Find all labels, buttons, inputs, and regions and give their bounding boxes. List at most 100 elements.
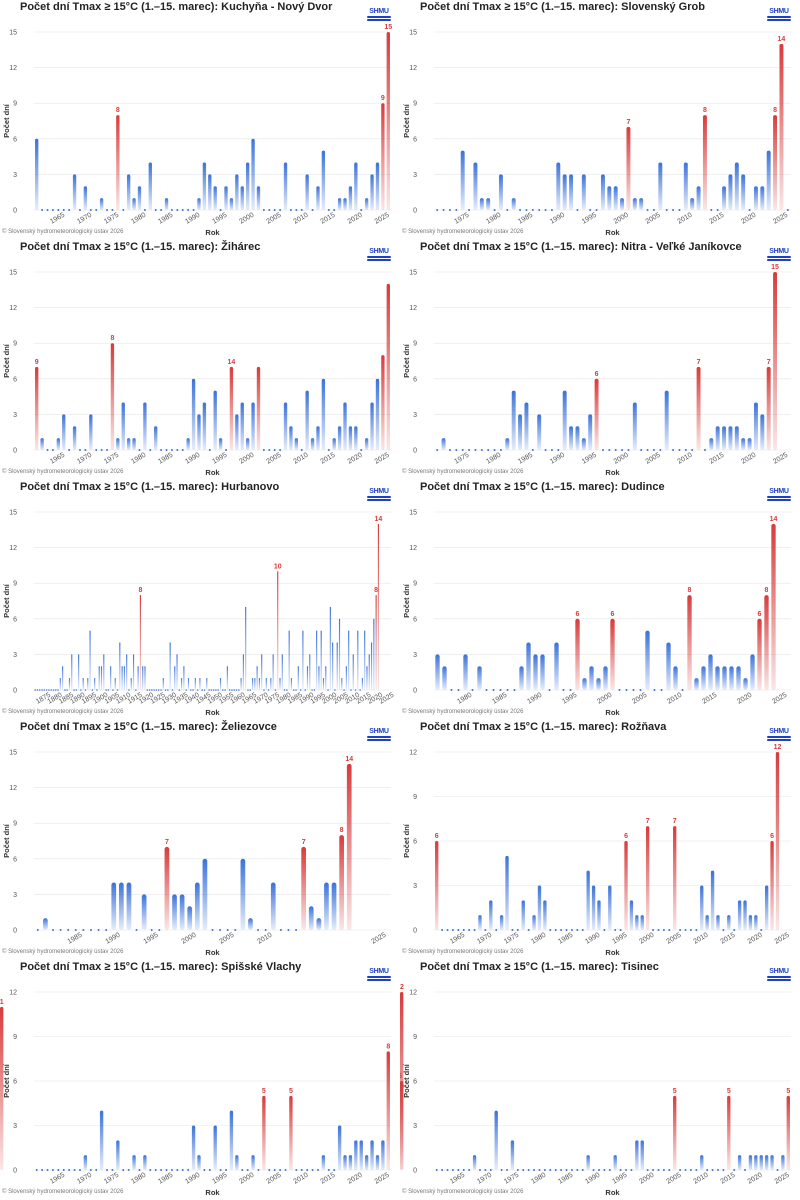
y-tick-label: 3 bbox=[13, 892, 17, 899]
zero-marker bbox=[228, 689, 231, 691]
zero-marker bbox=[150, 929, 153, 931]
zero-marker bbox=[619, 929, 622, 931]
bar bbox=[375, 1155, 380, 1170]
zero-marker bbox=[176, 449, 179, 451]
zero-marker bbox=[451, 929, 454, 931]
zero-marker bbox=[50, 689, 52, 691]
data-label: 7 bbox=[646, 818, 650, 825]
bar bbox=[258, 678, 260, 690]
bar bbox=[722, 666, 727, 690]
y-axis-label: Počet dní bbox=[402, 1063, 411, 1098]
zero-marker bbox=[67, 929, 70, 931]
zero-marker bbox=[208, 689, 210, 691]
bar bbox=[191, 1125, 196, 1170]
x-tick-label: 1975 bbox=[453, 452, 470, 466]
bar bbox=[743, 678, 748, 690]
y-tick-label: 6 bbox=[413, 616, 417, 623]
zero-marker bbox=[73, 1169, 76, 1171]
zero-marker bbox=[231, 689, 233, 691]
data-label: 7 bbox=[302, 839, 306, 846]
zero-marker bbox=[68, 1169, 71, 1171]
x-tick-label: 2005 bbox=[645, 452, 662, 466]
bar bbox=[554, 642, 559, 690]
chart-credit: © Slovenský hydrometeorologický ústav 20… bbox=[402, 229, 524, 235]
bar bbox=[56, 438, 61, 450]
zero-marker bbox=[313, 689, 316, 691]
logo-wave bbox=[367, 499, 391, 501]
bar bbox=[728, 174, 733, 210]
zero-marker bbox=[295, 689, 297, 691]
zero-marker bbox=[527, 1169, 530, 1171]
zero-marker bbox=[550, 209, 553, 211]
bar bbox=[143, 1155, 147, 1170]
x-axis-label: Rok bbox=[605, 468, 620, 477]
bar bbox=[121, 666, 123, 690]
bar bbox=[359, 1140, 363, 1170]
zero-marker bbox=[78, 449, 81, 451]
x-tick-label: 1985 bbox=[157, 1172, 174, 1186]
zero-marker bbox=[263, 689, 265, 691]
x-tick-label: 2005 bbox=[265, 212, 282, 226]
y-tick-label: 6 bbox=[413, 376, 417, 383]
bar bbox=[197, 198, 201, 210]
x-tick-label: 2015 bbox=[708, 212, 725, 226]
logo-wave bbox=[767, 979, 791, 981]
bar bbox=[600, 174, 605, 210]
shmu-logo: SHMU bbox=[766, 246, 792, 263]
bar bbox=[494, 1110, 498, 1170]
zero-marker bbox=[105, 929, 108, 931]
bar bbox=[111, 882, 117, 930]
bar-highlight bbox=[386, 283, 390, 450]
bar bbox=[729, 666, 734, 690]
logo-wave bbox=[367, 979, 391, 981]
bar bbox=[511, 390, 516, 450]
y-tick-label: 15 bbox=[9, 750, 17, 757]
bar bbox=[206, 678, 208, 690]
bar bbox=[581, 174, 586, 210]
bar bbox=[332, 642, 334, 690]
zero-marker bbox=[62, 1169, 65, 1171]
y-tick-label: 6 bbox=[13, 136, 17, 143]
bar bbox=[309, 654, 311, 690]
bar bbox=[114, 678, 116, 690]
zero-marker bbox=[187, 1169, 190, 1171]
bar bbox=[321, 378, 326, 450]
bar bbox=[272, 654, 274, 690]
bar bbox=[366, 666, 368, 690]
bar-highlight bbox=[375, 595, 377, 690]
x-tick-label: 1980 bbox=[530, 932, 547, 946]
data-label: 10 bbox=[274, 563, 282, 570]
zero-marker bbox=[581, 929, 584, 931]
zero-marker bbox=[457, 689, 460, 691]
zero-marker bbox=[678, 449, 681, 451]
data-label: 6 bbox=[611, 611, 615, 618]
logo-text: SHMU bbox=[769, 728, 789, 735]
zero-marker bbox=[167, 689, 169, 691]
zero-marker bbox=[189, 689, 192, 691]
bar-highlight bbox=[277, 571, 279, 690]
bar bbox=[582, 678, 587, 690]
zero-marker bbox=[224, 689, 226, 691]
bar bbox=[635, 1140, 639, 1170]
data-label: 5 bbox=[262, 1088, 266, 1095]
bar bbox=[265, 678, 267, 690]
x-tick-label: 2020 bbox=[736, 692, 753, 706]
bar bbox=[219, 678, 222, 690]
zero-marker bbox=[75, 689, 78, 691]
zero-marker bbox=[149, 449, 152, 451]
zero-marker bbox=[627, 449, 630, 451]
bar bbox=[781, 1155, 785, 1170]
data-label: 6 bbox=[595, 371, 599, 378]
zero-marker bbox=[538, 1169, 541, 1171]
bar bbox=[240, 858, 246, 930]
bar bbox=[202, 858, 208, 930]
bar bbox=[629, 900, 634, 930]
bar bbox=[305, 390, 309, 450]
zero-marker bbox=[219, 1169, 222, 1171]
zero-marker bbox=[257, 1169, 260, 1171]
bar-highlight bbox=[381, 355, 385, 450]
x-axis-label: Rok bbox=[605, 708, 620, 717]
zero-marker bbox=[106, 1169, 109, 1171]
y-tick-label: 0 bbox=[413, 448, 417, 455]
bar-highlight bbox=[164, 846, 170, 930]
